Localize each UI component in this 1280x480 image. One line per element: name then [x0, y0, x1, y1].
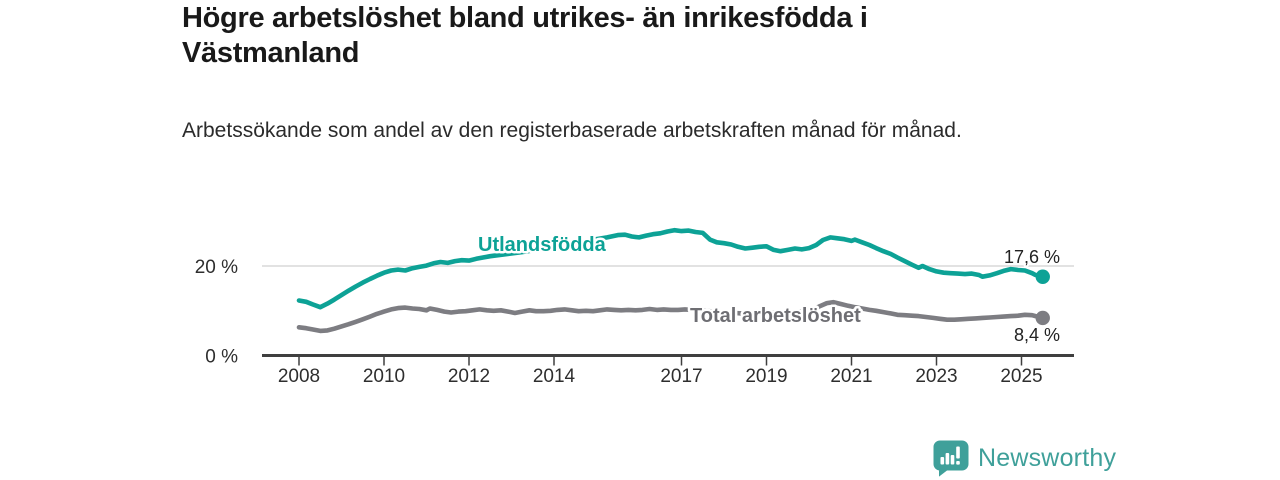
y-tick-label: 20 % [195, 257, 238, 278]
x-tick-label: 2023 [915, 366, 957, 387]
newsworthy-logo-text: Newsworthy [978, 444, 1117, 472]
x-tick-label: 2010 [363, 366, 405, 387]
newsworthy-logo: Newsworthy [933, 440, 1116, 477]
x-tick-label: 2012 [448, 366, 490, 387]
x-tick-label: 2014 [533, 366, 576, 387]
series-label: Total arbetslöshet [690, 305, 861, 327]
end-value-label: 17,6 % [1004, 247, 1060, 267]
x-tick-label: 2017 [660, 366, 702, 387]
unemployment-line-chart: 2008 2010 2012 2014 2017 2019 2021 2023 2025 0 % 2… [195, 227, 1074, 387]
x-tick-label: 2025 [1000, 366, 1042, 387]
page-title: Högre arbetslöshet bland utrikes- än inr… [182, 2, 868, 69]
x-tick-label: 2019 [745, 366, 787, 387]
y-tick-label: 0 % [205, 347, 238, 368]
newsworthy-logo-icon [933, 440, 969, 477]
series-label: Utlandsfödda [478, 234, 607, 256]
bar-chart-exclamation-glyph [940, 446, 960, 465]
series-end-dot [1035, 310, 1050, 326]
chart-subtitle: Arbetssökande som andel av den registerb… [182, 119, 962, 142]
x-tick-label: 2008 [278, 366, 320, 387]
series-line-total [296, 299, 1046, 334]
end-value-label: 8,4 % [1014, 325, 1060, 345]
series-end-dot [1035, 269, 1050, 284]
series-line-utlandsfodda [296, 227, 1046, 310]
x-tick-label: 2021 [830, 366, 872, 387]
